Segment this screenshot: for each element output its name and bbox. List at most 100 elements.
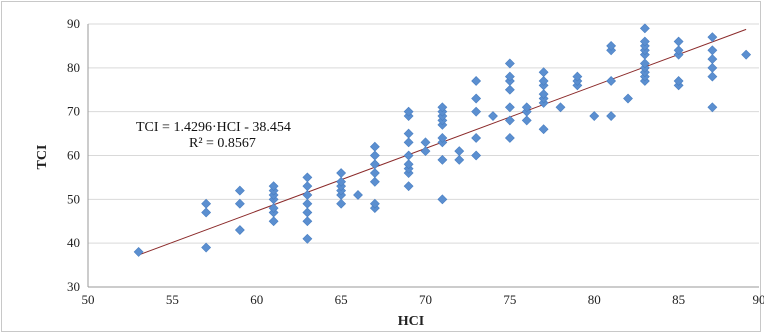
data-point [437,133,448,143]
data-point [403,181,414,192]
data-point [302,233,313,244]
data-point [707,45,718,56]
data-point [420,146,431,157]
data-point [201,198,212,209]
data-point [420,137,431,148]
data-point [639,36,650,47]
trendline-equation: TCI = 1.4296·HCI - 38.454 [136,120,291,135]
data-point [538,89,549,100]
data-point [336,176,347,187]
y-tick-label: 60 [67,148,80,163]
data-point [504,84,515,95]
x-tick-label: 80 [588,292,601,307]
y-tick-label: 40 [67,235,80,250]
y-tick-label: 50 [67,191,80,206]
data-point [437,102,448,113]
data-point [403,106,414,117]
x-axis-title: HCI [398,314,424,329]
data-point [606,111,617,121]
data-point [302,190,313,200]
y-tick-label: 90 [67,16,80,31]
data-point [369,150,380,161]
data-point [504,133,515,143]
data-point [369,141,380,152]
x-tick-label: 85 [672,292,685,307]
y-tick-labels: 30 40 50 60 70 80 90 [67,16,80,294]
data-point [369,198,380,209]
data-point [504,58,515,69]
data-point [454,154,465,165]
data-point [504,115,515,126]
data-point [403,150,414,161]
data-point [268,216,279,227]
x-tick-labels: 50 55 60 65 70 75 80 85 90 [82,292,764,307]
gridlines [88,23,759,244]
x-tick-label: 55 [166,292,179,307]
data-point [707,62,718,73]
data-point [268,203,279,214]
data-point [673,36,684,47]
data-point [471,133,482,143]
data-point [471,106,482,117]
data-point [437,154,448,165]
data-point [201,207,212,218]
data-point [302,181,313,192]
data-point [336,198,347,209]
data-point [369,159,380,170]
data-point [707,54,718,64]
data-point [369,168,380,178]
x-tick-label: 60 [250,292,263,307]
data-point [538,67,549,78]
data-point [403,159,414,170]
data-point [268,181,279,192]
data-point [639,23,650,34]
data-point [521,115,532,126]
r-squared-label: R² = 0.8567 [189,136,256,151]
data-point [471,93,482,104]
data-point [234,225,245,235]
data-point [572,71,583,82]
data-point [639,58,650,69]
x-tick-label: 65 [335,292,348,307]
data-point [133,247,144,257]
data-point [538,76,549,86]
data-point [504,102,515,113]
data-point [403,137,414,148]
data-point [403,128,414,139]
data-point [673,45,684,56]
data-point [707,102,718,113]
data-point [302,172,313,183]
y-tick-label: 70 [67,104,80,119]
data-point [538,124,549,135]
x-tick-label: 70 [419,292,432,307]
axes [87,24,759,288]
data-point [623,93,633,104]
x-tick-label: 90 [753,292,764,307]
data-point [336,168,347,178]
data-point [471,150,482,161]
x-tick-label: 75 [503,292,516,307]
data-point [741,49,752,60]
data-point [369,176,380,187]
data-point [521,102,532,113]
data-point [302,198,313,209]
data-point [555,102,566,113]
data-point [471,76,482,86]
data-point [673,76,684,86]
data-point [707,71,718,82]
data-point [606,76,617,86]
data-point [454,146,465,157]
data-point [234,185,245,196]
data-point [234,198,245,209]
data-point [606,40,617,51]
data-point [302,207,313,218]
data-point [201,242,212,253]
x-tick-label: 50 [82,292,95,307]
data-points [133,23,752,257]
data-point [589,111,600,121]
data-point [504,71,515,82]
data-point [302,216,313,227]
y-tick-label: 30 [67,279,80,294]
